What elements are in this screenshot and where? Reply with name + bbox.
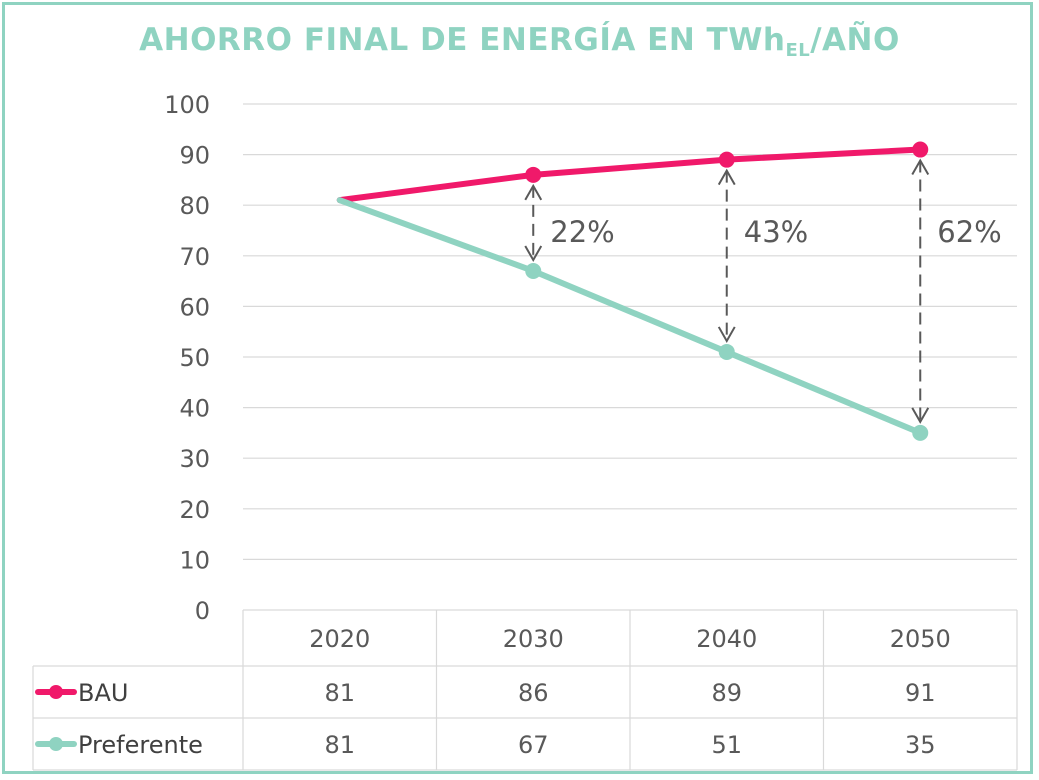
y-tick-label-10: 10 [179, 546, 210, 574]
annotation-arrowhead-down [911, 407, 930, 424]
x-category-label-2020: 2020 [309, 625, 370, 653]
title-suffix: /AÑO [810, 22, 900, 58]
y-tick-label-20: 20 [179, 496, 210, 524]
table-value-BAU-2030: 86 [518, 679, 549, 707]
data-point-BAU-2040 [718, 151, 735, 168]
table-value-Preferente-2050: 35 [905, 731, 936, 759]
legend-label-BAU: BAU [78, 679, 128, 707]
y-tick-label-100: 100 [164, 91, 210, 119]
annotation-label-2050: 62% [937, 215, 1001, 249]
x-category-label-2050: 2050 [890, 625, 951, 653]
annotation-arrowhead-down [524, 245, 543, 262]
data-point-BAU-2050 [912, 141, 929, 158]
y-tick-label-0: 0 [195, 597, 210, 625]
y-tick-label-90: 90 [179, 142, 210, 170]
series-line-BAU [336, 146, 924, 204]
data-point-Preferente-2030 [525, 262, 542, 279]
y-tick-label-70: 70 [179, 243, 210, 271]
annotation-arrowhead-up [524, 183, 543, 201]
table-value-BAU-2020: 81 [324, 679, 355, 707]
data-point-Preferente-2050 [912, 424, 929, 441]
annotation-arrowhead-up [717, 168, 736, 186]
annotation-arrowhead-down [717, 326, 736, 343]
annotation-arrowhead-up [911, 158, 930, 176]
table-value-Preferente-2020: 81 [324, 731, 355, 759]
annotation-label-2040: 43% [744, 215, 808, 249]
data-point-BAU-2030 [525, 166, 542, 183]
y-tick-label-50: 50 [179, 344, 210, 372]
title-subscript: EL [785, 40, 811, 61]
legend-key-marker-Preferente [49, 737, 63, 751]
y-tick-label-30: 30 [179, 445, 210, 473]
title-main: AHORRO FINAL DE ENERGÍA EN TWh [139, 22, 786, 58]
table-value-BAU-2040: 89 [711, 679, 742, 707]
y-tick-label-60: 60 [179, 293, 210, 321]
y-tick-label-40: 40 [179, 395, 210, 423]
table-value-Preferente-2030: 67 [518, 731, 549, 759]
series-line-Preferente [336, 197, 924, 436]
x-category-label-2040: 2040 [696, 625, 757, 653]
table-value-Preferente-2040: 51 [711, 731, 742, 759]
table-value-BAU-2050: 91 [905, 679, 936, 707]
annotation-label-2030: 22% [550, 215, 614, 249]
chart-title: AHORRO FINAL DE ENERGÍA EN TWhEL/AÑO [0, 22, 1039, 61]
x-category-label-2030: 2030 [503, 625, 564, 653]
data-point-Preferente-2040 [718, 343, 735, 360]
y-tick-label-80: 80 [179, 192, 210, 220]
legend-key-marker-BAU [49, 685, 63, 699]
legend-label-Preferente: Preferente [78, 731, 203, 759]
